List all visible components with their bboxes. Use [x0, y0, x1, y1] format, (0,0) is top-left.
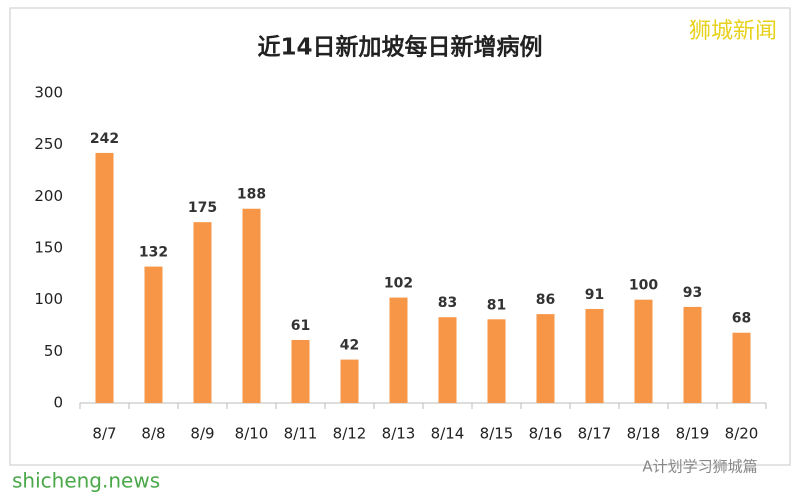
watermark: A计划学习狮城篇: [642, 458, 757, 476]
value-label: 93: [683, 285, 702, 301]
y-tick-label: 300: [34, 84, 63, 102]
value-label: 100: [629, 278, 658, 294]
x-tick-label: 8/12: [333, 425, 367, 443]
value-label: 42: [340, 338, 359, 354]
value-label: 68: [732, 311, 751, 327]
value-label: 91: [585, 287, 604, 303]
x-tick-label: 8/10: [235, 425, 269, 443]
watermark: 狮城新闻: [689, 19, 777, 44]
x-tick-label: 8/9: [190, 425, 214, 443]
x-tick-label: 8/15: [480, 425, 514, 443]
value-label: 188: [237, 187, 266, 203]
value-label: 175: [188, 200, 217, 216]
value-label: 61: [291, 318, 310, 334]
value-label: 83: [438, 295, 457, 311]
x-tick-label: 8/14: [431, 425, 465, 443]
y-tick-label: 50: [44, 342, 63, 360]
bar: [144, 266, 163, 403]
y-tick-label: 100: [34, 290, 63, 308]
x-tick-label: 8/13: [382, 425, 416, 443]
bar: [438, 317, 457, 403]
x-tick-label: 8/8: [141, 425, 165, 443]
chart-title: 近14日新加坡每日新增病例: [257, 34, 542, 61]
bar: [95, 152, 114, 403]
bar: [732, 332, 751, 403]
bar: [340, 359, 359, 403]
x-tick-label: 8/20: [725, 425, 759, 443]
y-tick-label: 0: [53, 394, 63, 412]
bar: [242, 208, 261, 403]
x-tick-label: 8/18: [627, 425, 661, 443]
bar: [536, 314, 555, 403]
value-label: 242: [90, 131, 119, 147]
watermark: shicheng.news: [12, 469, 160, 493]
bar: [389, 297, 408, 403]
bar: [683, 306, 702, 403]
bar: [634, 299, 653, 403]
y-tick-label: 250: [34, 135, 63, 153]
bar: [291, 339, 310, 403]
y-tick-label: 200: [34, 187, 63, 205]
x-tick-label: 8/17: [578, 425, 612, 443]
bar: [487, 319, 506, 403]
value-label: 102: [384, 276, 413, 292]
x-tick-label: 8/7: [92, 425, 116, 443]
value-label: 86: [536, 292, 555, 308]
value-label: 81: [487, 297, 506, 313]
x-tick-label: 8/19: [676, 425, 710, 443]
bar: [193, 222, 212, 403]
x-tick-label: 8/11: [284, 425, 318, 443]
bar: [585, 308, 604, 403]
y-tick-label: 150: [34, 239, 63, 257]
x-tick-label: 8/16: [529, 425, 563, 443]
value-label: 132: [139, 245, 168, 261]
